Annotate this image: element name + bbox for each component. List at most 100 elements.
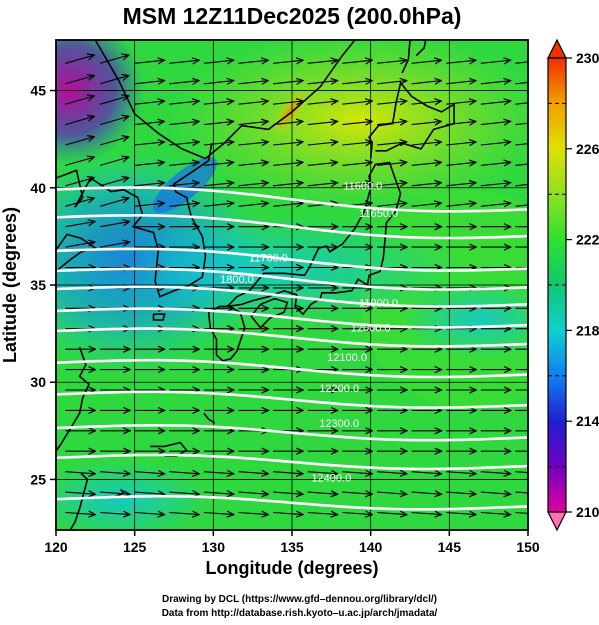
x-tick-label: 140 [359, 539, 383, 555]
wind-arrow [273, 183, 303, 186]
wind-arrow [134, 142, 165, 145]
contour-label: 12200.0 [319, 383, 359, 395]
wind-arrow [446, 121, 476, 124]
wind-arrow [203, 60, 234, 63]
wind-arrow [273, 81, 303, 84]
wind-arrow [411, 162, 442, 165]
wind-vectors [65, 55, 528, 515]
wind-arrow [376, 60, 407, 63]
coastline [368, 81, 455, 159]
wind-arrow [99, 96, 129, 105]
wind-arrow [65, 157, 94, 166]
contour-line [56, 247, 528, 272]
wind-arrow [480, 81, 511, 84]
wind-arrow [480, 203, 511, 206]
wind-arrow [134, 101, 165, 104]
contour-line [56, 267, 528, 291]
wind-arrow [307, 492, 338, 494]
x-axis-label: Longitude (degrees) [205, 558, 378, 578]
wind-arrow [134, 81, 165, 84]
wind-arrow [134, 121, 165, 124]
wind-arrow [65, 178, 94, 187]
wind-arrow [134, 60, 165, 63]
wind-arrow [376, 513, 407, 515]
wind-arrow [100, 242, 130, 248]
wind-arrow [134, 162, 165, 165]
wind-arrow [515, 143, 528, 146]
wind-arrow [480, 101, 511, 104]
wind-arrow [342, 81, 372, 84]
wind-arrow [446, 513, 476, 515]
wind-arrow [99, 198, 129, 207]
wind-arrow [342, 142, 372, 145]
wind-arrow [99, 116, 129, 126]
wind-arrow [411, 81, 442, 84]
wind-arrow [342, 492, 372, 494]
coastline [415, 40, 427, 57]
colorbar: 210 214 218 222 226 230 [547, 38, 599, 532]
colorbar-tick-label: 222 [576, 232, 599, 248]
wind-arrow [169, 513, 199, 515]
wind-arrow [307, 81, 338, 84]
wind-arrow [411, 472, 442, 474]
wind-arrow [273, 162, 303, 165]
y-tick-label: 25 [30, 471, 46, 487]
x-tick-label: 145 [438, 539, 462, 555]
wind-arrow [515, 204, 528, 207]
wind-arrow [446, 60, 476, 63]
wind-arrow [446, 142, 476, 145]
wind-arrow [515, 471, 528, 474]
contour-label: 12400.0 [311, 472, 351, 484]
colorbar-tick-label: 218 [576, 322, 599, 338]
contour-line [56, 453, 528, 471]
colorbar-tick-label: 214 [576, 413, 599, 429]
wind-arrow [99, 178, 129, 187]
wind-arrow [376, 492, 407, 494]
contour-label: 11700.0 [249, 253, 288, 265]
wind-arrow [446, 101, 476, 104]
contour-label: 11650.0 [359, 208, 398, 220]
wind-arrow [273, 60, 303, 63]
wind-arrow [446, 492, 476, 494]
contour-label: 11600.0 [343, 181, 382, 193]
colorbar-tick-label: 230 [576, 50, 599, 66]
chart-title: MSM 12Z11Dec2025 (200.0hPa) [123, 3, 462, 29]
contour-line [56, 494, 528, 511]
wind-arrow [307, 142, 338, 145]
wind-arrow [169, 60, 199, 63]
contour-label: 12100.0 [327, 352, 367, 364]
wind-arrow [65, 116, 94, 126]
plot-area: 11600.0 11650.0 11700.0 1800.0 11900.0 12000.… [56, 40, 528, 530]
colorbar-top-cap [547, 38, 567, 59]
x-tick-label: 120 [44, 539, 68, 555]
wind-arrow [342, 162, 372, 165]
y-tick-label: 35 [30, 277, 46, 293]
wind-arrow [65, 472, 95, 474]
contour-line [56, 424, 528, 442]
coastline [56, 346, 90, 453]
wind-arrow [99, 76, 129, 85]
wind-arrow [515, 122, 528, 126]
contour-line [56, 358, 528, 379]
wind-arrow [480, 60, 511, 63]
field-blue-streak [153, 157, 217, 213]
y-tick-label: 45 [30, 83, 46, 99]
wind-arrow [342, 513, 372, 515]
wind-arrow [169, 121, 199, 124]
wind-arrow [515, 511, 528, 514]
wind-arrow [65, 76, 94, 85]
wind-arrow [446, 81, 476, 84]
contour-label: 1800.0 [220, 274, 254, 286]
wind-arrow [65, 242, 95, 248]
height-contours [56, 186, 528, 511]
contour-line [56, 307, 528, 329]
credit-drawing: Drawing by DCL (https://www.gfd–dennou.o… [161, 594, 437, 605]
wind-arrow [203, 101, 234, 104]
wind-arrow [273, 121, 303, 124]
wind-arrow [273, 492, 303, 494]
wind-arrow [134, 183, 165, 186]
wind-arrow [273, 203, 303, 206]
wind-arrow [480, 162, 511, 165]
contour-line [56, 327, 528, 348]
contour-line [56, 186, 528, 213]
